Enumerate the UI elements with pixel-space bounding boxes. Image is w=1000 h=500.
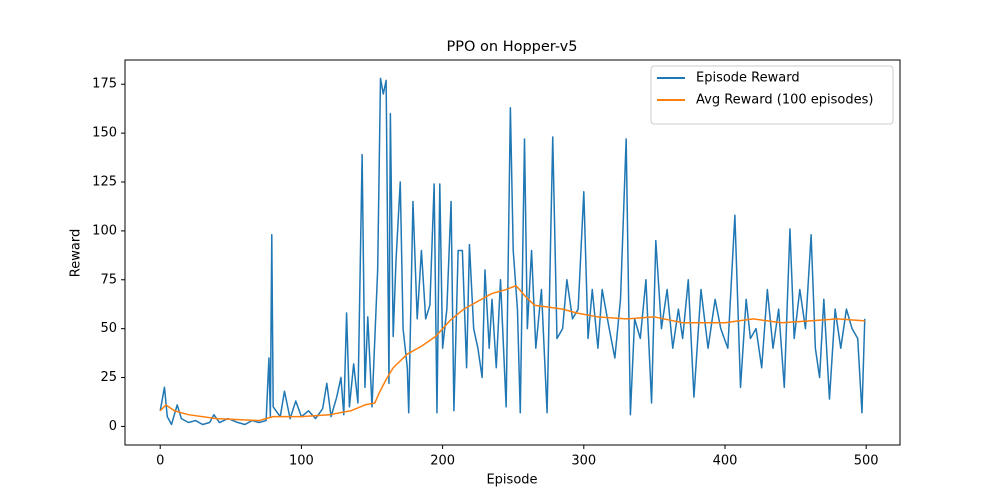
x-tick-label: 0 xyxy=(156,454,164,469)
y-tick-label: 75 xyxy=(100,272,117,287)
y-axis-label: Reward xyxy=(69,229,84,277)
chart-title: PPO on Hopper-v5 xyxy=(447,39,578,55)
series-line xyxy=(159,284,865,422)
x-tick-label: 500 xyxy=(854,454,879,469)
y-tick-label: 100 xyxy=(92,223,117,238)
x-tick-label: 400 xyxy=(713,454,738,469)
y-tick-label: 125 xyxy=(92,175,117,190)
y-tick-label: 50 xyxy=(100,321,117,336)
x-tick-label: 300 xyxy=(571,454,596,469)
y-tick-label: 25 xyxy=(100,370,117,385)
plot-frame xyxy=(124,59,901,446)
x-tick-label: 200 xyxy=(430,454,455,469)
x-tick-label: 100 xyxy=(289,454,314,469)
y-tick-label: 0 xyxy=(109,419,117,434)
series-line xyxy=(159,77,866,426)
legend-box xyxy=(650,65,894,125)
legend-label: Avg Reward (100 episodes) xyxy=(696,93,873,108)
legend-label: Episode Reward xyxy=(696,71,800,86)
x-axis-label: Episode xyxy=(486,473,537,488)
y-tick-label: 150 xyxy=(92,126,117,141)
legend: Episode Reward Avg Reward (100 episodes) xyxy=(650,65,894,125)
y-tick-label: 175 xyxy=(92,77,117,92)
